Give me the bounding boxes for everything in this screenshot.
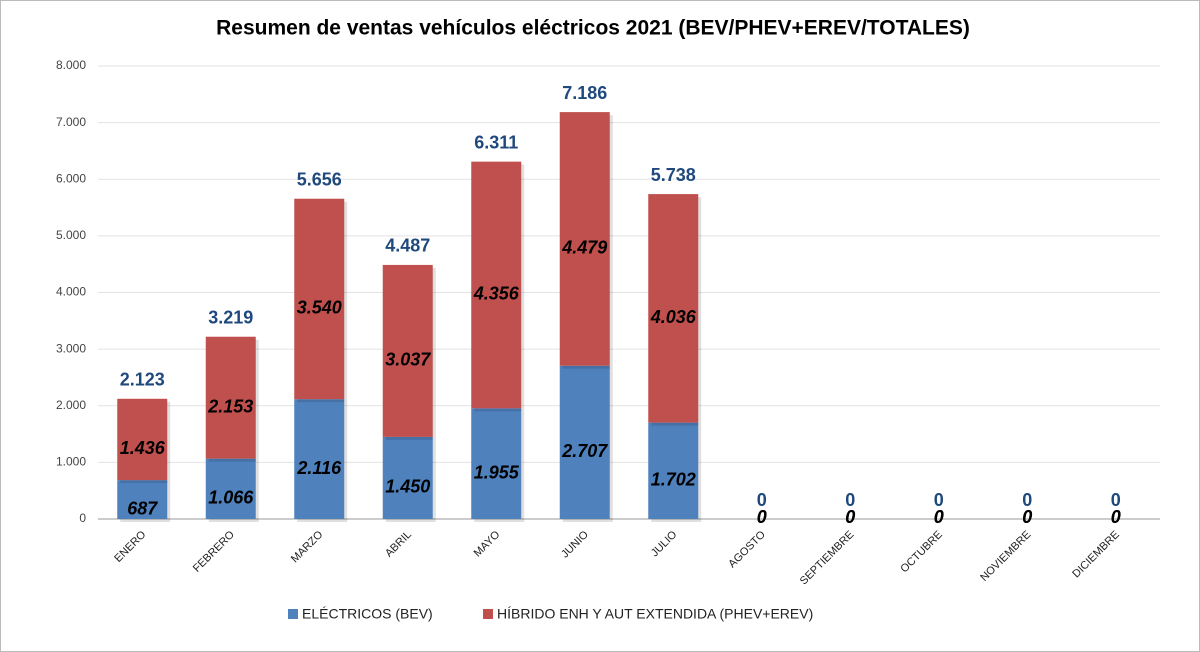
bar-segment (205, 336, 256, 459)
bar-segment (117, 398, 168, 481)
total-label: 0 (845, 490, 855, 510)
segment-label: 1.450 (385, 477, 430, 497)
segment-label: 3.540 (297, 298, 342, 318)
y-tick-label: 2.000 (56, 398, 86, 412)
segment-label: 1.702 (651, 470, 696, 490)
bar-segment (382, 264, 433, 437)
segment-label: 0 (1111, 507, 1121, 527)
segment-label: 1.066 (208, 488, 254, 508)
legend-label: ELÉCTRICOS (BEV) (302, 606, 433, 622)
total-label: 2.123 (120, 370, 165, 390)
segment-label: 0 (845, 507, 855, 527)
segment-label: 0 (757, 507, 767, 527)
y-tick-label: 8.000 (56, 58, 86, 72)
bar-segment (471, 408, 522, 519)
y-tick-label: 0 (79, 511, 86, 525)
total-label: 6.311 (474, 132, 518, 152)
segment-label: 1.436 (120, 438, 166, 458)
total-label: 0 (934, 490, 944, 510)
y-tick-label: 5.000 (56, 228, 86, 242)
bar-segment (117, 480, 168, 519)
total-label: 0 (1111, 490, 1121, 510)
y-tick-label: 4.000 (56, 285, 86, 299)
total-label: 3.219 (208, 307, 253, 327)
total-label: 4.487 (385, 236, 430, 256)
total-label: 7.186 (562, 83, 607, 103)
bar-segment (648, 194, 699, 423)
segment-label: 0 (934, 507, 944, 527)
segment-label: 4.036 (650, 307, 697, 327)
segment-label: 0 (845, 507, 855, 527)
bar-segment (382, 436, 433, 519)
segment-label: 2.153 (207, 396, 253, 416)
segment-label: 2.707 (561, 441, 608, 461)
segment-label: 4.479 (561, 238, 607, 258)
total-label: 0 (1022, 490, 1032, 510)
legend-label: HÍBRIDO ENH Y AUT EXTENDIDA (PHEV+EREV) (497, 606, 813, 622)
segment-label: 0 (1111, 507, 1121, 527)
total-label: 0 (757, 490, 767, 510)
segment-label: 0 (1022, 507, 1032, 527)
y-tick-label: 3.000 (56, 341, 86, 355)
bar-segment (648, 422, 699, 519)
bar-segment (205, 458, 256, 519)
segment-label: 0 (934, 507, 944, 527)
bar-segment (471, 161, 522, 409)
legend-swatch (288, 609, 298, 619)
bar-segment (559, 365, 610, 519)
segment-label: 0 (1022, 507, 1032, 527)
y-tick-label: 6.000 (56, 171, 86, 185)
total-label: 5.738 (651, 165, 696, 185)
segment-label: 0 (757, 507, 767, 527)
segment-label: 4.356 (473, 284, 520, 304)
segment-label: 3.037 (385, 350, 431, 370)
segment-label: 2.116 (296, 458, 342, 478)
bar-segment (294, 198, 345, 400)
y-tick-label: 7.000 (56, 115, 86, 129)
segment-label: 687 (127, 498, 158, 518)
y-tick-label: 1.000 (56, 455, 86, 469)
segment-label: 1.955 (474, 462, 520, 482)
bar-segment (559, 112, 610, 366)
chart-title: Resumen de ventas vehículos eléctricos 2… (216, 17, 970, 40)
bar-segment (294, 399, 345, 519)
legend-swatch (483, 609, 493, 619)
total-label: 5.656 (297, 169, 342, 189)
